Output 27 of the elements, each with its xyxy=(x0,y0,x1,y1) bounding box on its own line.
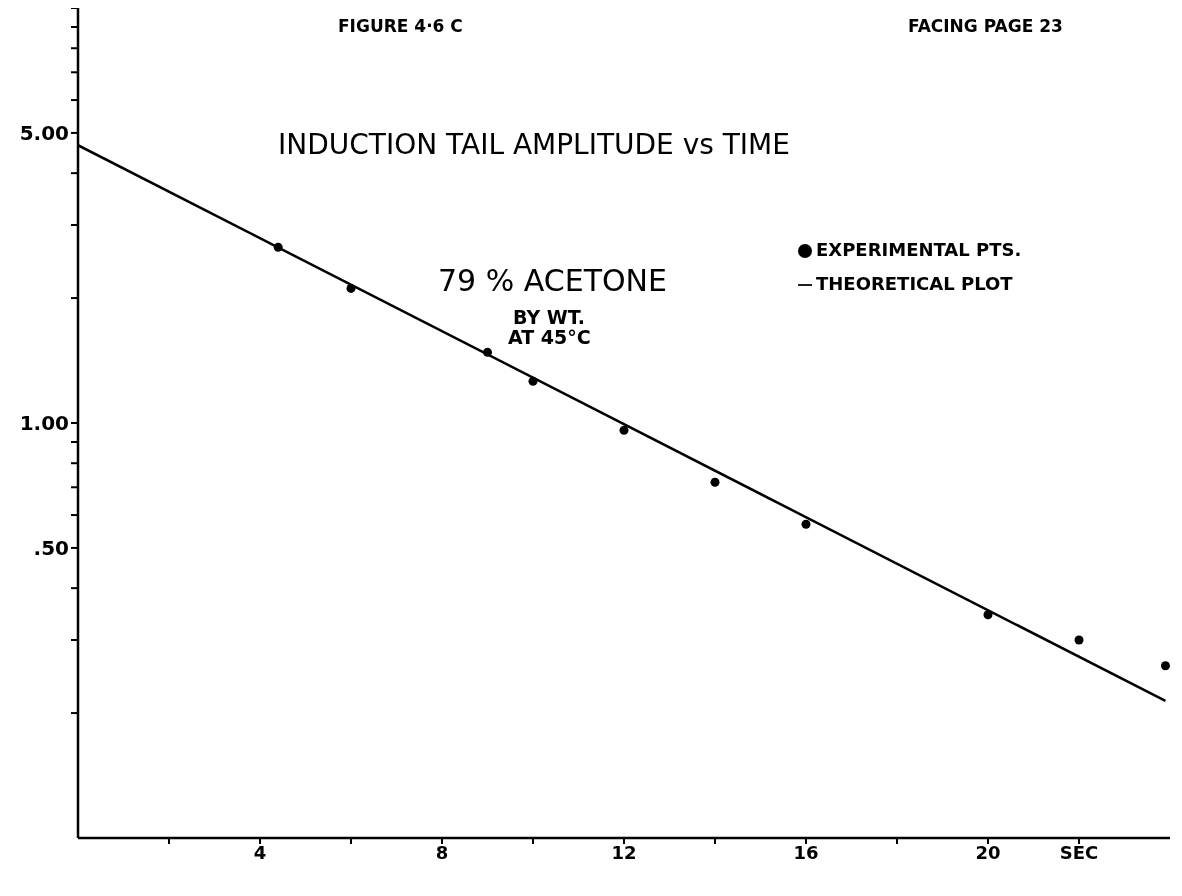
annotation: 79 % ACETONE xyxy=(438,263,667,298)
x-tick-label: 12 xyxy=(611,841,637,863)
x-tick-label: 8 xyxy=(435,841,449,863)
point xyxy=(710,477,720,487)
x-tick-label: 4 xyxy=(253,841,267,863)
point xyxy=(619,425,629,435)
point xyxy=(801,519,811,529)
y-tick-label: .50 xyxy=(33,536,69,561)
legend-label: EXPERIMENTAL PTS. xyxy=(816,239,1022,260)
point xyxy=(1074,635,1084,645)
legend-label: THEORETICAL PLOT xyxy=(816,273,1013,294)
text: INDUCTION TAIL AMPLITUDE vs TIME xyxy=(278,128,790,161)
annotation: FACING PAGE 23 xyxy=(908,16,1063,36)
annotation: FIGURE 4·6 C xyxy=(338,16,463,36)
point xyxy=(528,376,538,386)
x-tick-label: 20 xyxy=(975,841,1001,863)
y-tick-label: 5.00 xyxy=(19,121,69,146)
y-tick-label: 1.00 xyxy=(19,411,69,436)
point xyxy=(1160,661,1170,671)
x-tick-label: SEC xyxy=(1059,841,1099,863)
point xyxy=(983,610,993,620)
point xyxy=(273,242,283,252)
point xyxy=(346,283,356,293)
point xyxy=(482,347,493,357)
annotation: AT 45°C xyxy=(508,326,591,348)
x-tick-label: 16 xyxy=(793,841,819,863)
annotation: BY WT. xyxy=(513,306,586,328)
